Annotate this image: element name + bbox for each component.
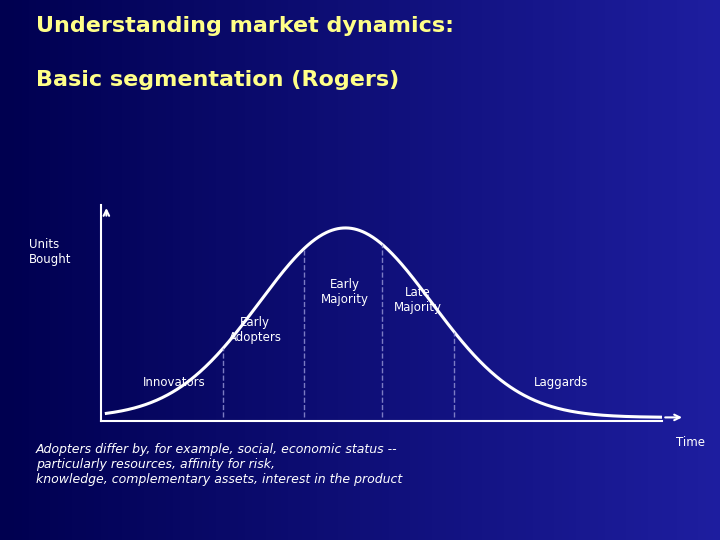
Text: Laggards: Laggards <box>534 376 588 389</box>
Text: Units
Bought: Units Bought <box>29 238 71 266</box>
Text: Early
Majority: Early Majority <box>321 278 369 306</box>
Text: Innovators: Innovators <box>143 376 205 389</box>
Text: Early
Adopters: Early Adopters <box>229 316 282 345</box>
Text: Adopters differ by, for example, social, economic status --
particularly resourc: Adopters differ by, for example, social,… <box>36 443 402 486</box>
Text: Understanding market dynamics:: Understanding market dynamics: <box>36 16 454 36</box>
Text: Basic segmentation (Rogers): Basic segmentation (Rogers) <box>36 70 400 90</box>
Text: Late
Majority: Late Majority <box>394 286 442 314</box>
Text: Time: Time <box>676 436 705 449</box>
